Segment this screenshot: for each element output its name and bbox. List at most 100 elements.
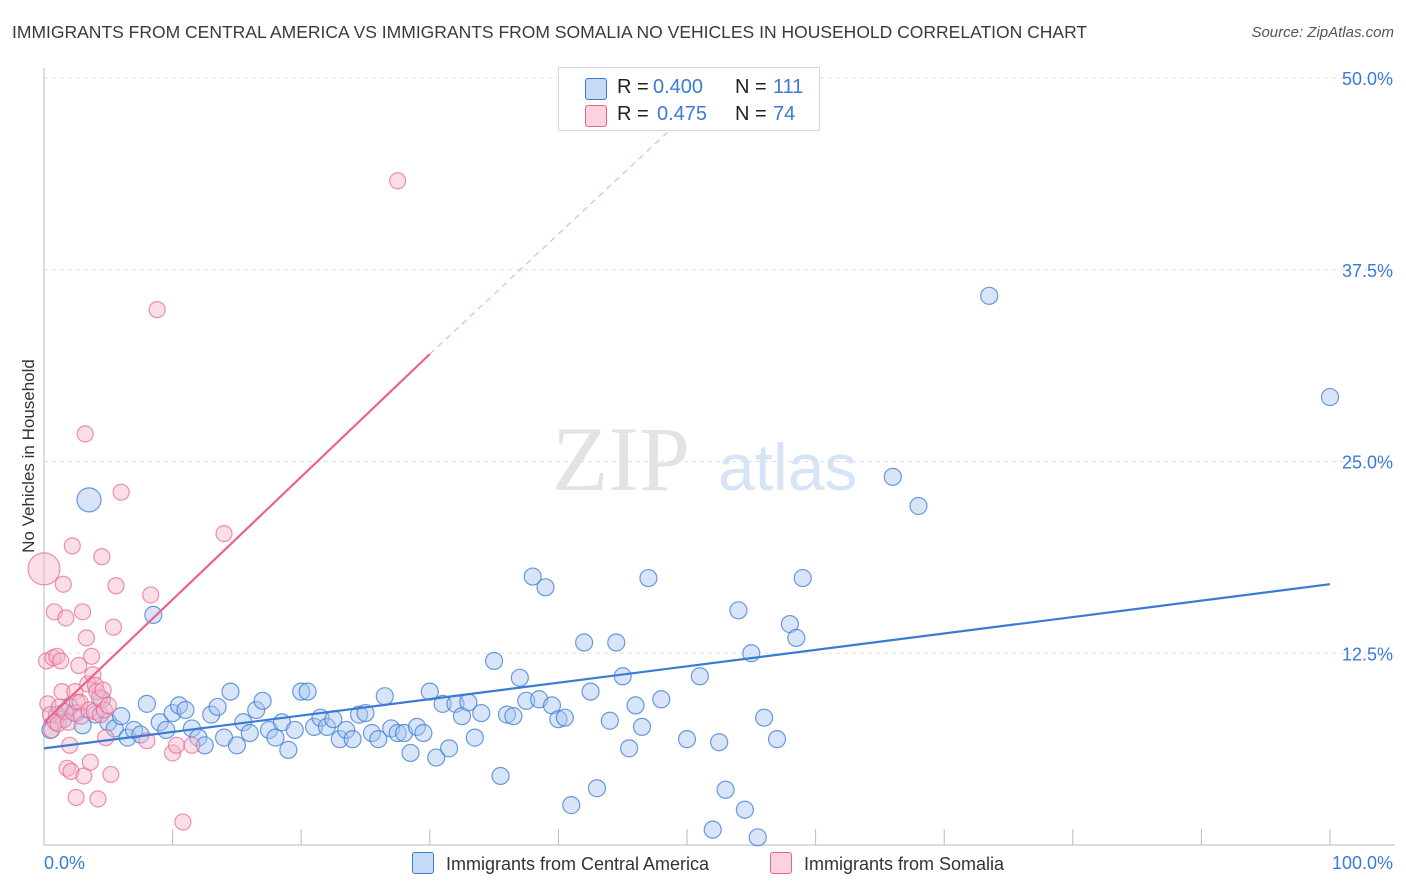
legend-n-value: 74 xyxy=(773,103,796,125)
point-somalia xyxy=(89,790,107,808)
x-tick-label: 100.0% xyxy=(1332,853,1393,873)
point-central-america xyxy=(690,667,709,686)
legend-r-value: 0.475 xyxy=(657,103,708,125)
point-central-america xyxy=(337,720,356,740)
x-tick-label: 0.0% xyxy=(44,853,85,873)
point-somalia xyxy=(174,813,192,831)
point-central-america xyxy=(414,723,433,743)
y-tick-label: 37.5% xyxy=(1342,261,1393,281)
point-somalia xyxy=(81,753,99,771)
point-central-america xyxy=(729,601,748,620)
point-somalia xyxy=(183,736,201,754)
point-somalia xyxy=(107,577,125,595)
point-central-america xyxy=(735,800,754,819)
point-somalia xyxy=(82,647,101,665)
point-somalia xyxy=(102,765,120,784)
point-central-america xyxy=(755,708,774,727)
point-central-america xyxy=(472,703,491,723)
point-central-america xyxy=(575,633,594,652)
point-central-america xyxy=(555,708,574,727)
grid-layer xyxy=(44,77,1395,654)
tick-label-layer: 12.5% 25.0% 37.5% 50.0% 0.0% 100.0% xyxy=(44,69,1393,873)
point-central-america xyxy=(510,668,529,687)
point-central-america xyxy=(562,796,581,815)
point-somalia xyxy=(94,681,112,699)
point-central-america xyxy=(523,567,542,586)
point-somalia xyxy=(73,603,92,621)
legend-n-label: N = xyxy=(735,103,767,125)
point-somalia xyxy=(167,736,186,754)
point-central-america xyxy=(112,707,131,726)
point-somalia xyxy=(142,586,160,604)
point-central-america xyxy=(1320,387,1340,407)
point-central-america xyxy=(253,691,272,710)
y-tick-label: 12.5% xyxy=(1342,644,1393,664)
point-somalia xyxy=(63,537,81,555)
point-central-america xyxy=(980,286,999,305)
point-central-america xyxy=(536,578,555,597)
point-somalia xyxy=(27,552,61,586)
point-central-america xyxy=(491,766,510,786)
point-somalia xyxy=(97,729,115,747)
point-central-america xyxy=(266,728,285,747)
legend-swatch-blue xyxy=(585,78,607,100)
point-central-america xyxy=(677,730,697,749)
point-central-america xyxy=(465,728,484,747)
point-somalia xyxy=(70,656,88,675)
watermark-atlas: atlas xyxy=(718,430,857,504)
point-central-america xyxy=(626,696,645,715)
point-somalia xyxy=(52,652,70,670)
point-somalia xyxy=(389,172,407,190)
point-central-america xyxy=(285,720,304,740)
point-central-america xyxy=(439,739,459,758)
point-somalia xyxy=(112,483,130,501)
bottom-legend-series2: Immigrants from Somalia xyxy=(770,852,1004,875)
point-central-america xyxy=(787,628,806,648)
y-tick-label: 50.0% xyxy=(1342,69,1393,89)
watermark: ZIP atlas xyxy=(552,408,857,510)
point-central-america xyxy=(195,736,214,755)
point-central-america xyxy=(292,682,311,701)
bottom-legend-label: Immigrants from Somalia xyxy=(804,854,1005,874)
point-central-america xyxy=(349,705,369,724)
point-central-america xyxy=(652,690,671,709)
point-central-america xyxy=(909,496,928,516)
point-central-america xyxy=(497,705,517,724)
point-central-america xyxy=(298,682,317,701)
point-somalia xyxy=(76,425,94,443)
chart-title: IMMIGRANTS FROM CENTRAL AMERICA VS IMMIG… xyxy=(12,22,1088,42)
y-axis-label: No Vehicles in Household xyxy=(19,359,38,553)
point-central-america xyxy=(587,779,607,798)
point-central-america xyxy=(388,723,407,743)
point-somalia xyxy=(104,618,123,636)
point-central-america xyxy=(227,736,246,755)
legend-n-value: 111 xyxy=(773,76,804,98)
point-central-america xyxy=(767,730,787,749)
point-central-america xyxy=(369,730,388,749)
point-central-america xyxy=(157,720,176,740)
legend-n-label: N = xyxy=(735,76,767,98)
point-somalia xyxy=(53,682,71,701)
point-central-america xyxy=(144,605,163,625)
point-central-america xyxy=(485,651,504,671)
trend-layer xyxy=(43,77,1331,750)
legend-swatch-pink xyxy=(585,105,607,127)
point-central-america xyxy=(600,711,619,730)
point-central-america xyxy=(433,694,452,713)
point-central-america xyxy=(330,730,349,749)
legend-r-label: R = xyxy=(617,76,649,98)
source-label: Source: ZipAtlas.com xyxy=(1251,24,1394,41)
point-central-america xyxy=(549,710,568,729)
point-somalia xyxy=(62,762,80,780)
point-central-america xyxy=(620,739,639,758)
point-central-america xyxy=(247,700,266,720)
point-central-america xyxy=(710,733,729,752)
y-tick-label: 25.0% xyxy=(1342,453,1393,473)
point-central-america xyxy=(124,720,144,740)
point-central-america xyxy=(632,717,652,736)
point-central-america xyxy=(748,828,767,847)
point-central-america xyxy=(343,730,362,749)
point-central-america xyxy=(176,700,195,720)
point-somalia xyxy=(148,301,166,319)
axes-layer xyxy=(43,68,1395,846)
